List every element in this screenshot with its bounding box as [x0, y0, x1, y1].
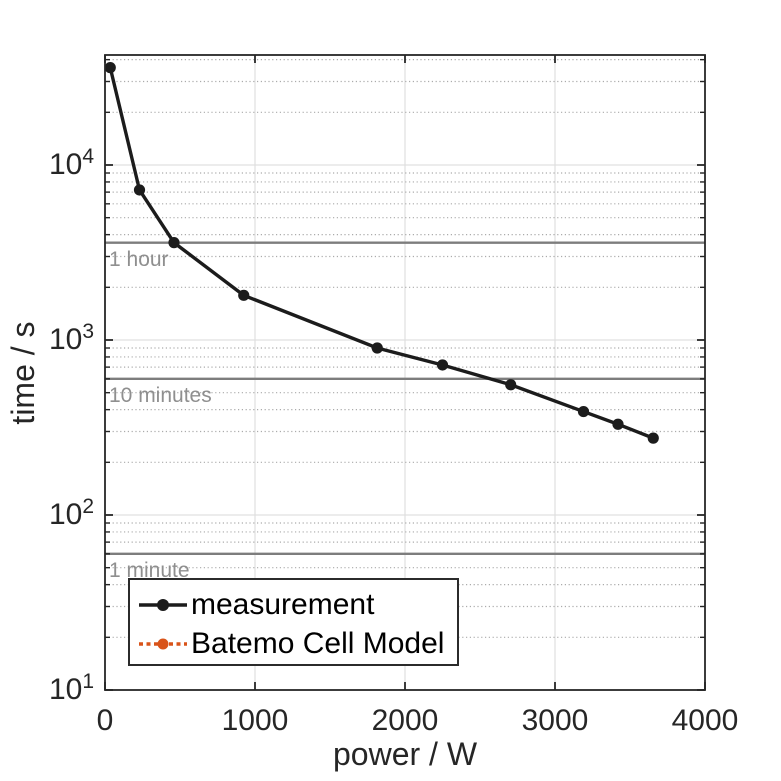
- y-tick-label-10e2: 102: [48, 495, 94, 531]
- reference-label-10-minutes: 10 minutes: [109, 383, 212, 407]
- measurement-data-point-marker: [612, 418, 624, 430]
- legend-entry-measurement: measurement: [130, 585, 457, 624]
- legend-entry-batemo-cell-model: Batemo Cell Model: [130, 624, 457, 663]
- legend: measurement Batemo Cell Model: [128, 578, 459, 666]
- measurement-line: [108, 67, 654, 440]
- measurement-data-point-marker: [647, 432, 659, 444]
- y-tick-label-10e3: 103: [48, 320, 94, 356]
- measurement-data-point-marker: [168, 237, 180, 249]
- x-tick-label-0: 0: [96, 704, 114, 737]
- reference-label-1-minute: 1 minute: [109, 558, 190, 582]
- legend-label-batemo-cell-model: Batemo Cell Model: [191, 626, 445, 660]
- y-tick-label-10e4: 104: [48, 145, 94, 181]
- measurement-line-sample-icon: [139, 598, 187, 611]
- measurement-data-point-marker: [505, 379, 517, 391]
- x-tick-label-1000: 1000: [221, 704, 289, 737]
- x-tick-label-3000: 3000: [521, 704, 589, 737]
- model-dotted-line-sample-icon: [139, 638, 187, 649]
- measurement-data-point-marker: [133, 184, 146, 196]
- y-axis-title: time / s: [5, 321, 41, 425]
- reference-label-1-hour: 1 hour: [109, 247, 169, 271]
- y-tick-label-10e1: 101: [48, 670, 94, 706]
- measurement-data-point-marker: [436, 359, 449, 371]
- x-tick-label-2000: 2000: [371, 704, 439, 737]
- measurement-data-point-marker: [238, 289, 250, 301]
- legend-label-measurement: measurement: [191, 587, 375, 621]
- measurement-data-point-marker: [577, 405, 590, 418]
- measurement-data-point-marker: [104, 62, 116, 74]
- x-tick-label-4000: 4000: [671, 704, 739, 737]
- x-axis-title: power / W: [332, 736, 478, 772]
- measurement-data-point-marker: [371, 342, 383, 354]
